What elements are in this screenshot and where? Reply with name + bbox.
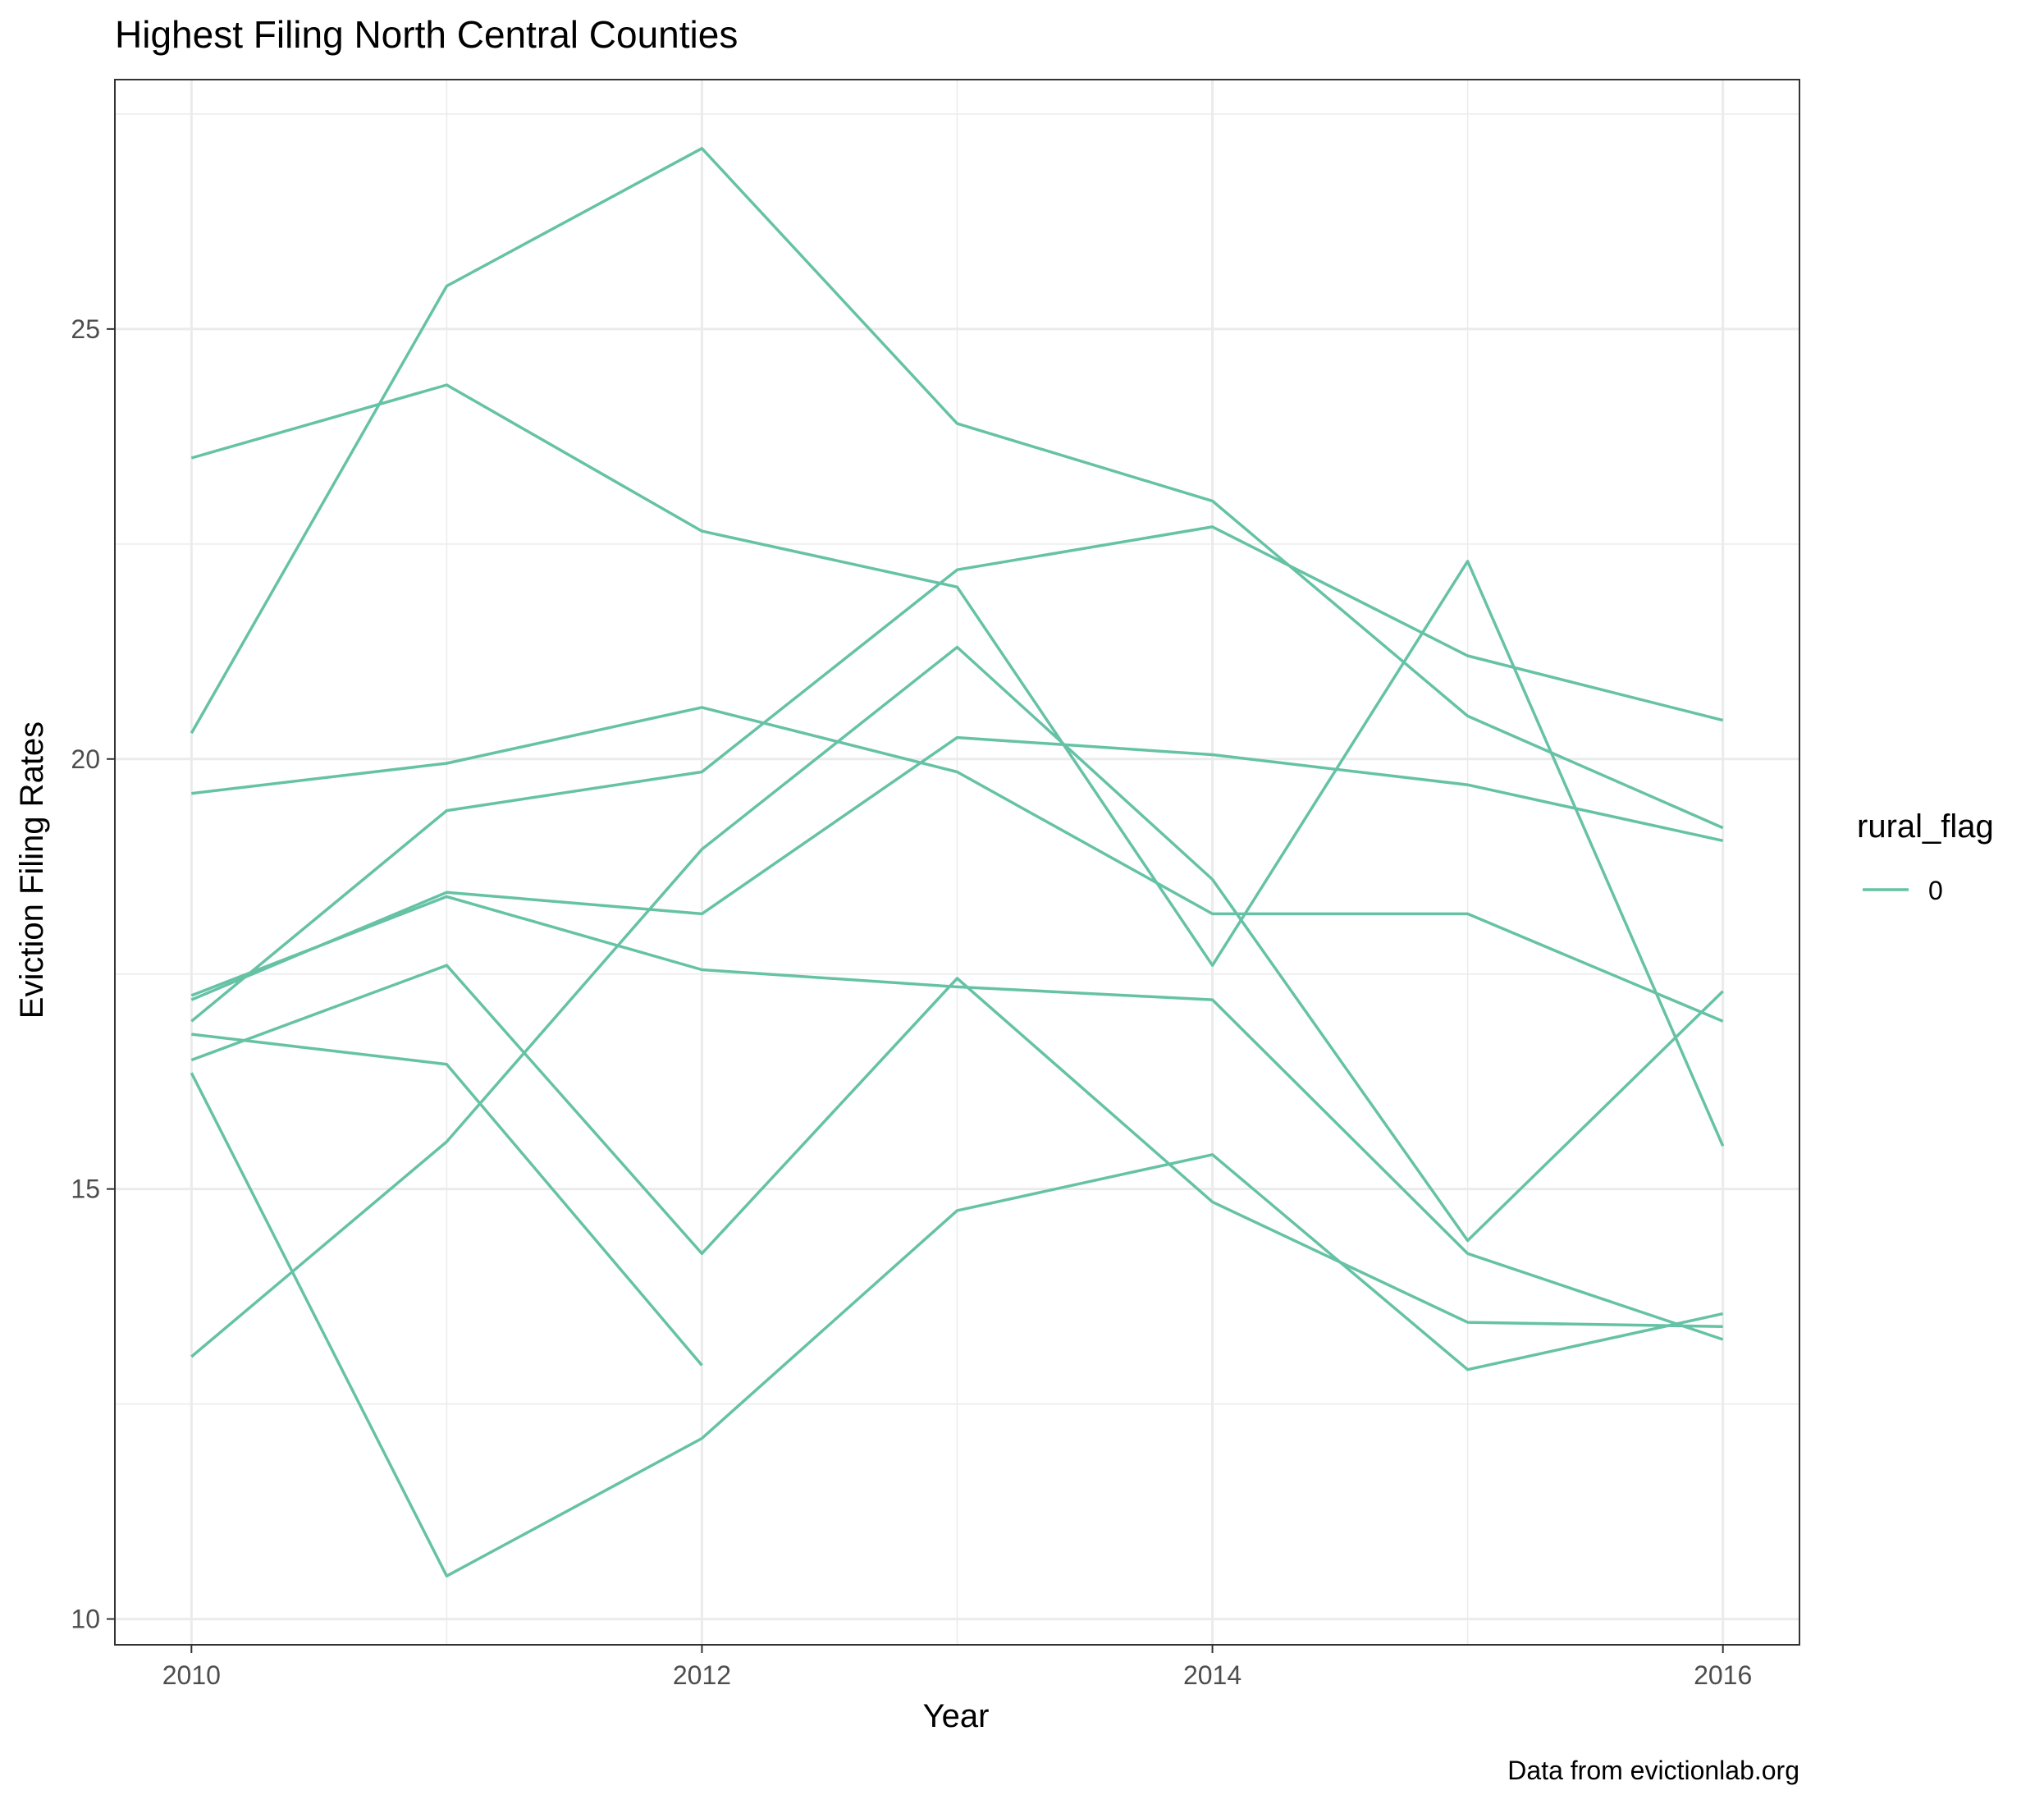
- series-line-5: [190, 735, 1724, 1001]
- y-axis: 10 15 20 25: [71, 314, 115, 1634]
- y-tick-label: 10: [71, 1605, 100, 1634]
- legend: rural_flag 0: [1857, 808, 1994, 905]
- y-tick-label: 20: [71, 744, 100, 774]
- x-tick-label: 2014: [1183, 1660, 1241, 1690]
- series-line-3: [191, 706, 1724, 1023]
- chart-title: Highest Filing North Central Counties: [115, 13, 738, 56]
- series-line-9: [191, 1033, 703, 1367]
- series-line-2: [190, 383, 1725, 1147]
- y-tick-label: 25: [71, 314, 100, 344]
- series-line-6: [190, 895, 1724, 1341]
- series-line-7: [190, 964, 1723, 1329]
- series-line-4: [190, 525, 1724, 1023]
- x-tick-label: 2012: [673, 1660, 731, 1690]
- y-axis-title: Eviction Filing Rates: [14, 721, 50, 1019]
- x-axis: 2010 2012 2014 2016: [162, 1645, 1752, 1690]
- x-tick-label: 2010: [162, 1660, 221, 1690]
- x-tick-label: 2016: [1694, 1660, 1752, 1690]
- panel-border: [114, 79, 1800, 1646]
- legend-label: 0: [1928, 876, 1943, 905]
- x-axis-title: Year: [923, 1698, 990, 1734]
- series-line-1: [190, 147, 1724, 830]
- plot-panel: [114, 79, 1800, 1646]
- caption: Data from evictionlab.org: [1507, 1756, 1799, 1785]
- y-tick-label: 15: [71, 1175, 100, 1204]
- series-line-10: [190, 1072, 1724, 1577]
- legend-title: rural_flag: [1857, 808, 1994, 845]
- series-line-8: [190, 645, 1724, 1358]
